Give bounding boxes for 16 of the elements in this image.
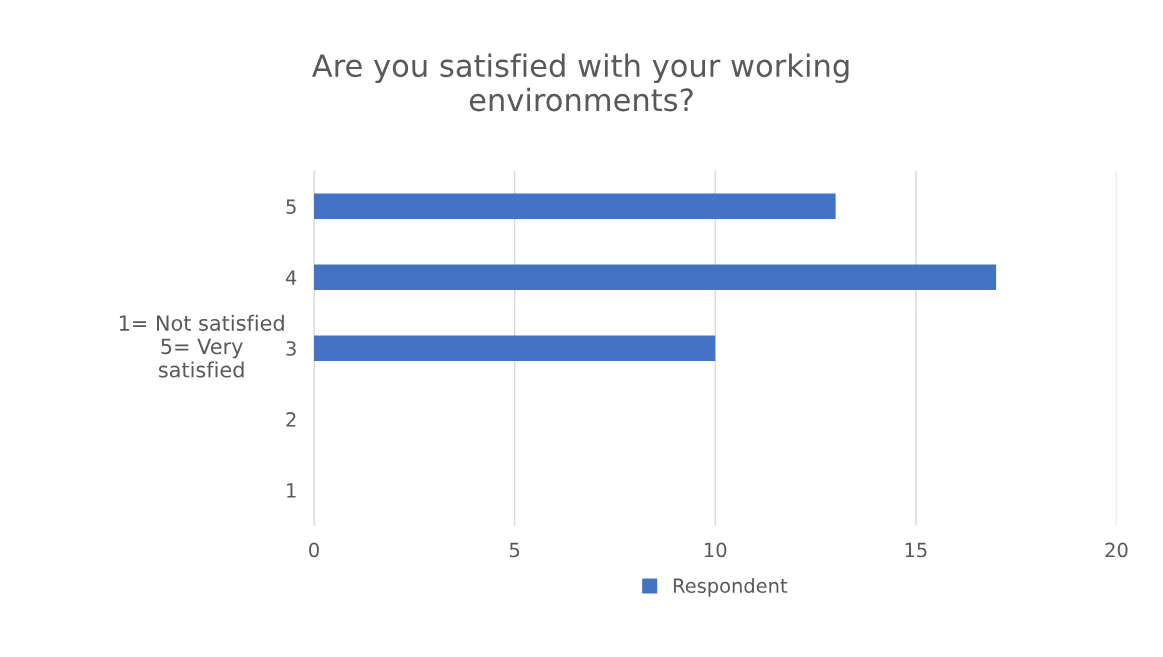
y-tick-label: 3 (286, 341, 296, 356)
y-tick-label: 1 (287, 483, 296, 498)
y-tick-label: 4 (285, 270, 297, 285)
x-tick-label: 5 (509, 542, 520, 558)
legend-label: Respondent (673, 577, 788, 597)
y-tick-label: 5 (286, 199, 296, 214)
y-tick-label: 2 (286, 412, 296, 427)
y-axis-title: 1= Not satisfied 5= Very satisfied (119, 314, 284, 378)
x-tick-label: 0 (309, 542, 319, 558)
x-tick-label: 20 (1105, 542, 1128, 558)
x-tick-label: 10 (705, 542, 727, 558)
x-tick-label: 15 (905, 542, 927, 558)
bar (314, 193, 836, 220)
bar (314, 335, 716, 361)
bar (314, 264, 997, 291)
chart-title: Are you satisfied with your working environments? (312, 53, 849, 112)
